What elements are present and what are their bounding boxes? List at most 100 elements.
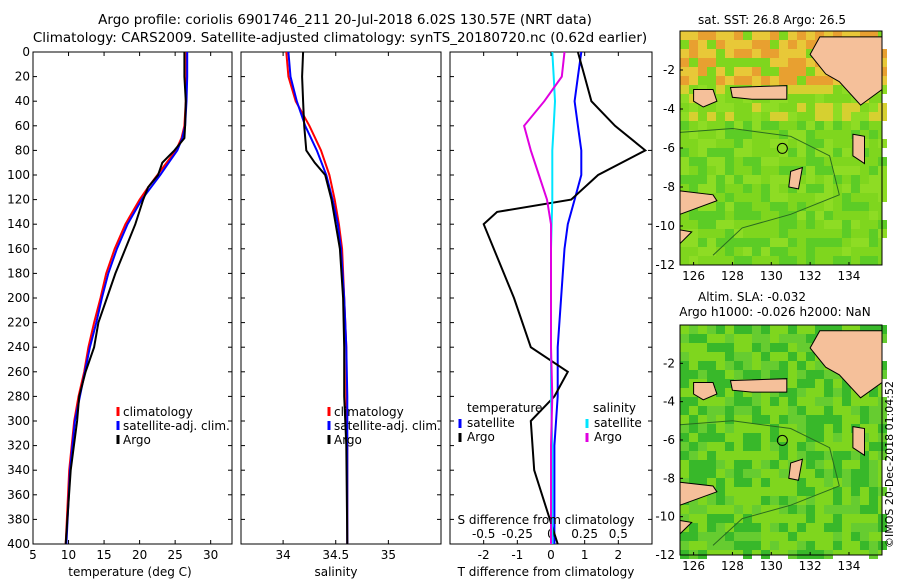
map-cell [788, 496, 797, 505]
map-cell [734, 370, 743, 379]
sla-map: -2 -4 -6 -8 -10 -12 126 128 130 132 134 [655, 324, 887, 573]
y-tick-label: 280 [7, 389, 30, 403]
x-tick-label: 30 [203, 548, 218, 562]
map-cell [698, 238, 707, 247]
map-cell [797, 523, 806, 532]
map-cell [815, 67, 824, 76]
map-cell [761, 31, 770, 40]
map-cell [752, 31, 761, 40]
map-cell [869, 415, 878, 424]
map-cell [779, 220, 788, 229]
map-cell [725, 229, 734, 238]
map-cell [833, 325, 842, 334]
map-cell [824, 406, 833, 415]
map-cell [770, 424, 779, 433]
legend-s-satellite: satellite [594, 416, 642, 430]
map-cell [680, 94, 689, 103]
map-cell [734, 406, 743, 415]
argo-float-marker [776, 434, 788, 446]
map-cell [761, 103, 770, 112]
map-cell [734, 202, 743, 211]
map-cell [770, 202, 779, 211]
map-cell [725, 121, 734, 130]
map-cell [869, 184, 878, 193]
map-cell [707, 157, 716, 166]
map-cell [851, 121, 860, 130]
map-cell [815, 193, 824, 202]
map-cell [707, 496, 716, 505]
map-cell [824, 370, 833, 379]
x-tick-label: 34 [275, 548, 290, 562]
map-cell [716, 523, 725, 532]
map-cell [815, 157, 824, 166]
map-cell [752, 469, 761, 478]
map-cell [761, 325, 770, 334]
x-tick-label: 15 [96, 548, 111, 562]
map-cell [716, 175, 725, 184]
map-cell [806, 424, 815, 433]
y-tick-label: 0 [22, 45, 30, 59]
map-cell [734, 76, 743, 85]
map-cell [725, 442, 734, 451]
map-cell [779, 211, 788, 220]
map-cell [707, 58, 716, 67]
map-cell [833, 460, 842, 469]
map-cell [680, 58, 689, 67]
map-cell [869, 175, 878, 184]
map-cell [869, 211, 878, 220]
y-tick-label: 260 [7, 365, 30, 379]
map-land [788, 166, 804, 190]
map-cell [707, 238, 716, 247]
map-cell [734, 388, 743, 397]
map-cell [716, 85, 725, 94]
map-cell [743, 130, 752, 139]
y-tick-label: -8 [663, 471, 675, 485]
map-cell [797, 202, 806, 211]
map-cell [806, 352, 815, 361]
map-cell [734, 49, 743, 58]
map-cell [842, 184, 851, 193]
map-cell [824, 175, 833, 184]
map-cell [761, 157, 770, 166]
map-cell [707, 370, 716, 379]
map-cell [761, 247, 770, 256]
map-cell [680, 175, 689, 184]
map-cell [761, 352, 770, 361]
map-cell [797, 541, 806, 550]
map-cell [734, 130, 743, 139]
map-cell [788, 148, 797, 157]
map-cell [752, 406, 761, 415]
map-cell [716, 130, 725, 139]
map-cell [797, 370, 806, 379]
map-cell [725, 496, 734, 505]
map-cell [797, 478, 806, 487]
map-cell [689, 370, 698, 379]
map-cell [734, 238, 743, 247]
y-tick-label: 160 [7, 242, 30, 256]
map-cell [779, 76, 788, 85]
map-cell [788, 532, 797, 541]
temperature-xlabel: temperature (deg C) [68, 565, 191, 579]
map-cell [716, 388, 725, 397]
map-cell [680, 406, 689, 415]
map-cell [689, 211, 698, 220]
map-cell [707, 532, 716, 541]
map-cell [734, 505, 743, 514]
map-cell [806, 541, 815, 550]
map-cell [680, 352, 689, 361]
map-cell [806, 487, 815, 496]
map-cell [761, 415, 770, 424]
map-cell [752, 433, 761, 442]
x-tick-label: -1 [511, 548, 523, 562]
map-cell [869, 460, 878, 469]
map-cell [770, 157, 779, 166]
y-tick-label: 60 [15, 119, 30, 133]
map-cell [824, 103, 833, 112]
map-cell [725, 406, 734, 415]
y-tick-label: 340 [7, 463, 30, 477]
map-cell [806, 379, 815, 388]
y-tick-label: 140 [7, 217, 30, 231]
map-cell [815, 112, 824, 121]
map-cell [788, 325, 797, 334]
map-cell [842, 202, 851, 211]
